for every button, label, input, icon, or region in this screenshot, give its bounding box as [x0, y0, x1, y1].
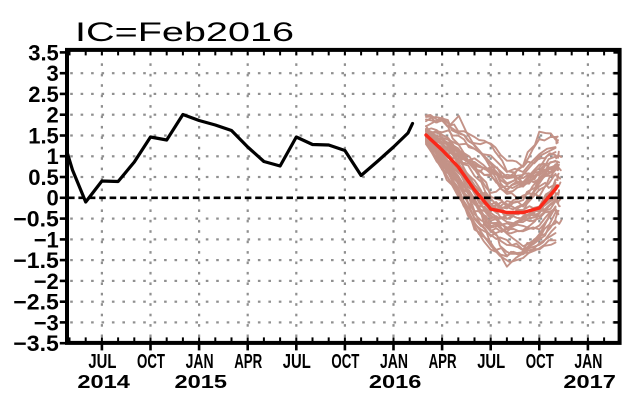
svg-text:3: 3 [47, 61, 59, 86]
svg-text:IC=Feb2016: IC=Feb2016 [75, 17, 294, 47]
svg-text:0.5: 0.5 [28, 165, 59, 190]
svg-text:3.5: 3.5 [28, 40, 59, 65]
svg-text:1.5: 1.5 [28, 123, 59, 148]
svg-text:JAN: JAN [380, 351, 408, 373]
svg-text:JAN: JAN [574, 351, 602, 373]
svg-text:JUL: JUL [88, 351, 116, 373]
svg-text:JUL: JUL [283, 351, 311, 373]
svg-text:OCT: OCT [526, 351, 554, 373]
svg-text:−1.5: −1.5 [13, 248, 59, 273]
svg-text:OCT: OCT [331, 351, 359, 373]
svg-text:−2: −2 [34, 269, 59, 294]
svg-text:2015: 2015 [175, 371, 228, 392]
svg-text:−3: −3 [34, 310, 59, 335]
svg-text:−0.5: −0.5 [13, 207, 59, 232]
svg-text:2.5: 2.5 [28, 82, 59, 107]
svg-text:−3.5: −3.5 [13, 331, 59, 356]
svg-text:JUL: JUL [477, 351, 505, 373]
svg-text:2016: 2016 [369, 371, 422, 392]
svg-text:OCT: OCT [137, 351, 165, 373]
svg-text:JAN: JAN [186, 351, 214, 373]
svg-text:−2.5: −2.5 [13, 290, 59, 315]
svg-text:−1: −1 [34, 227, 59, 252]
svg-text:1: 1 [47, 144, 59, 169]
svg-text:2: 2 [47, 103, 59, 128]
svg-text:APR: APR [429, 351, 457, 373]
svg-text:0: 0 [47, 186, 59, 211]
svg-text:2014: 2014 [77, 371, 130, 392]
svg-text:APR: APR [234, 351, 262, 373]
svg-text:2017: 2017 [563, 371, 616, 392]
